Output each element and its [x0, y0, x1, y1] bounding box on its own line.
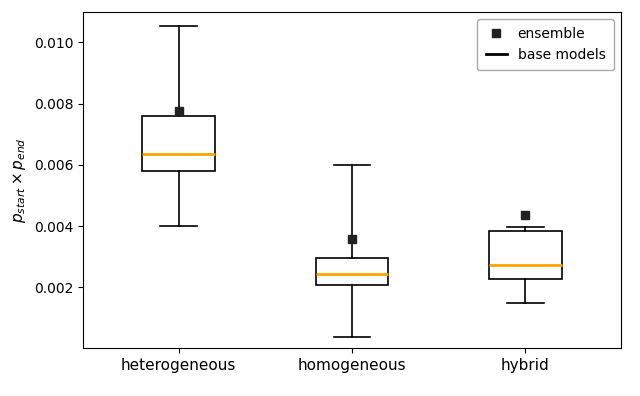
PathPatch shape: [489, 231, 562, 279]
PathPatch shape: [142, 116, 215, 171]
Legend: ensemble, base models: ensemble, base models: [477, 19, 614, 70]
PathPatch shape: [316, 258, 388, 285]
Y-axis label: $p_{start} \times p_{end}$: $p_{start} \times p_{end}$: [12, 137, 28, 223]
